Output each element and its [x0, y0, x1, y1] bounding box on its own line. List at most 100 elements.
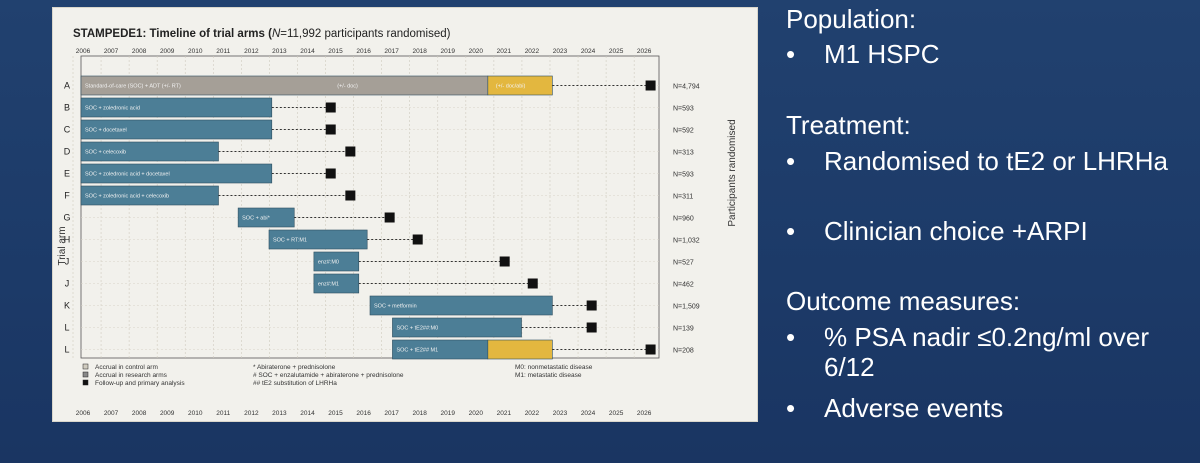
- year-tick-label: 2013: [272, 410, 287, 417]
- trial-arm-label: B: [64, 103, 70, 113]
- legend-item: Accrual in research arms: [95, 372, 168, 379]
- accrual-bar: [313, 251, 360, 272]
- analysis-marker: [345, 146, 356, 157]
- analysis-marker: [325, 124, 336, 135]
- trial-arm-label: D: [64, 147, 71, 157]
- participants-label: N=592: [673, 128, 694, 135]
- accrual-bar: [313, 273, 360, 294]
- year-tick-label: 2007: [104, 48, 119, 55]
- year-tick-label: 2019: [441, 410, 456, 417]
- analysis-marker: [384, 212, 395, 223]
- year-tick-label: 2025: [609, 48, 624, 55]
- trial-arm-label: J: [65, 279, 70, 289]
- trial-arm-label: J: [65, 257, 70, 267]
- participants-label: N=593: [673, 172, 694, 179]
- population-heading: Population:: [786, 4, 917, 34]
- trial-arm-label: E: [64, 169, 70, 179]
- year-tick-label: 2007: [104, 410, 119, 417]
- legend-swatch: [82, 379, 89, 386]
- year-tick-label: 2010: [188, 48, 203, 55]
- year-tick-label: 2019: [441, 48, 456, 55]
- year-tick-label: 2009: [160, 410, 175, 417]
- followup-bar: [487, 339, 553, 360]
- year-tick-label: 2008: [132, 48, 147, 55]
- bullet-icon: •: [786, 39, 796, 69]
- bar-label: SOC + metformin: [374, 304, 417, 310]
- trial-arm-label: K: [64, 301, 70, 311]
- year-tick-label: 2022: [525, 410, 540, 417]
- legend-swatch: [82, 371, 89, 378]
- year-tick-label: 2026: [637, 410, 652, 417]
- y-axis-label: Trial arm: [57, 226, 68, 265]
- year-tick-label: 2008: [132, 410, 147, 417]
- timeline-chart: STAMPEDE1: Timeline of trial arms (N=11,…: [57, 28, 738, 417]
- analysis-marker: [586, 322, 597, 333]
- treatment-item: • Clinician choice +ARPI: [786, 216, 1088, 246]
- bar-label: SOC + zoledronic acid + celecoxib: [85, 194, 169, 200]
- population-item: • M1 HSPC: [786, 39, 940, 69]
- trial-arm-label: F: [64, 191, 70, 201]
- bar-label: (+/- doc/abi): [496, 84, 526, 90]
- bar-label: SOC + zoledronic acid + docetaxel: [85, 172, 170, 178]
- year-tick-label: 2011: [216, 410, 230, 417]
- year-tick-label: 2021: [497, 410, 512, 417]
- year-tick-label: 2020: [469, 48, 484, 55]
- year-tick-label: 2020: [469, 410, 484, 417]
- participants-label: N=1,509: [673, 304, 700, 311]
- year-tick-label: 2013: [272, 48, 287, 55]
- legend-swatch: [82, 363, 89, 370]
- year-tick-label: 2015: [328, 410, 343, 417]
- treatment-heading: Treatment:: [786, 110, 911, 140]
- bar-label: Standard-of-care (SOC) + ADT (+/- RT): [85, 84, 181, 90]
- chart-title: STAMPEDE1: Timeline of trial arms (N=11,…: [73, 28, 451, 40]
- bar-label: SOC + RT:M1: [273, 238, 307, 244]
- year-tick-label: 2017: [384, 410, 399, 417]
- participants-label: N=960: [673, 216, 694, 223]
- bar-label: enz#:M0: [318, 260, 339, 266]
- accrual-bar: [392, 317, 522, 338]
- analysis-marker: [325, 168, 336, 179]
- text-panel: Population: • M1 HSPC Treatment: • Rando…: [786, 0, 1200, 463]
- year-tick-label: 2017: [384, 48, 399, 55]
- analysis-marker: [645, 80, 656, 91]
- year-tick-label: 2018: [412, 48, 427, 55]
- participants-label: N=208: [673, 348, 694, 355]
- participants-label: N=462: [673, 282, 694, 289]
- legend-item: # SOC + enzalutamide + abiraterone + pre…: [253, 372, 404, 379]
- participants-label: N=593: [673, 106, 694, 113]
- year-tick-label: 2021: [497, 48, 512, 55]
- analysis-marker: [412, 234, 423, 245]
- participants-label: N=1,032: [673, 238, 700, 245]
- year-tick-label: 2014: [300, 48, 315, 55]
- bar-label: SOC + celecoxib: [85, 150, 126, 156]
- outcome-item: • Adverse events: [786, 393, 1004, 423]
- bar-label: (+/- doc): [337, 84, 358, 90]
- participants-label: N=313: [673, 150, 694, 157]
- legend-item: M1: metastatic disease: [515, 372, 582, 379]
- year-tick-label: 2026: [637, 48, 652, 55]
- participants-label: N=527: [673, 260, 694, 267]
- legend-item: M0: nonmetastatic disease: [515, 364, 593, 371]
- plot-frame: [80, 55, 660, 359]
- year-tick-label: 2016: [356, 48, 371, 55]
- analysis-marker: [586, 300, 597, 311]
- legend-item: * Abiraterone + prednisolone: [253, 364, 336, 371]
- analysis-marker: [527, 278, 538, 289]
- year-tick-label: 2016: [356, 410, 371, 417]
- analysis-marker: [325, 102, 336, 113]
- year-tick-label: 2012: [244, 410, 259, 417]
- year-tick-label: 2012: [244, 48, 259, 55]
- legend-item: ## tE2 substitution of LHRHa: [253, 380, 337, 387]
- bar-label: SOC + abi*: [242, 216, 271, 222]
- legend-item: Follow-up and primary analysis: [95, 380, 185, 387]
- trial-arm-label: A: [64, 81, 70, 91]
- year-tick-label: 2024: [581, 410, 596, 417]
- chart-panel: STAMPEDE1: Timeline of trial arms (N=11,…: [52, 7, 758, 422]
- year-tick-label: 2025: [609, 410, 624, 417]
- bar-label: SOC + zoledronic acid: [85, 106, 140, 112]
- participants-label: N=311: [673, 194, 693, 201]
- bar-label: SOC + tE2##:M0: [396, 326, 438, 332]
- year-tick-label: 2023: [553, 410, 568, 417]
- legend-item: Accrual in control arm: [95, 364, 158, 371]
